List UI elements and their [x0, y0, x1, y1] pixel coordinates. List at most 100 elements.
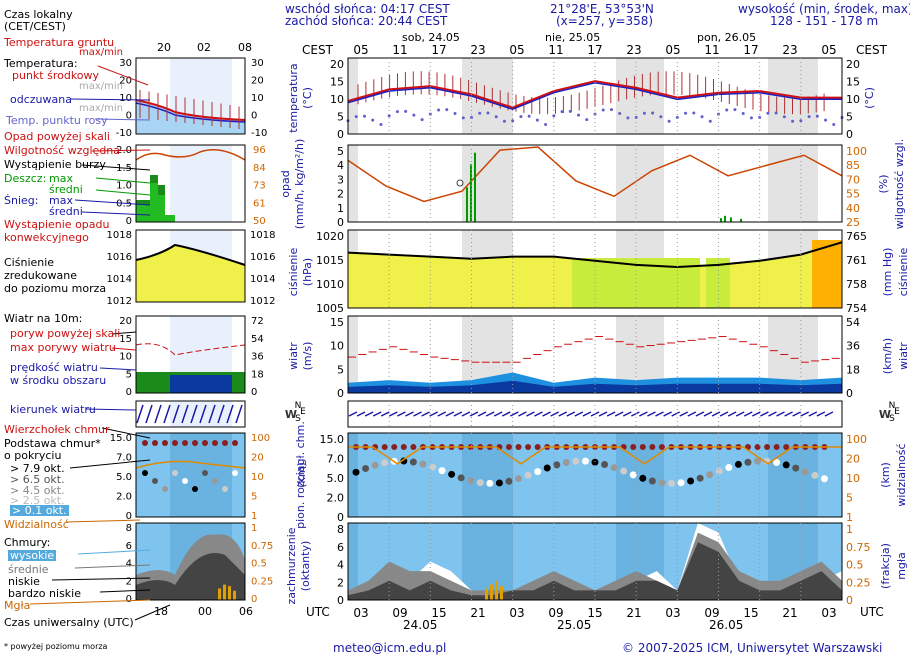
dir-arrow-17: [485, 411, 495, 417]
mini-windkmh-tick-4: 0: [251, 387, 257, 398]
mini-panel-border-cover: [135, 522, 246, 601]
mini-hum-tick-2: 73: [253, 181, 266, 192]
dir-arrow-14: [461, 411, 471, 417]
main-vis-tick-0: 100: [846, 433, 867, 446]
ylabel-mmhg: (mm Hg): [881, 247, 894, 297]
footer-email[interactable]: meteo@icm.edu.pl: [333, 641, 447, 655]
dir-letter-e-1: E: [894, 407, 900, 417]
ylabel-vis-unit: (km): [879, 462, 892, 488]
main-wind-tick-3: 0: [337, 387, 344, 400]
main-cloud-tick-4: 0: [337, 511, 344, 524]
main-wind-tick-2: 5: [337, 363, 344, 376]
mini-vis-tick-1: 20: [251, 453, 264, 464]
dir-arrow-27: [566, 411, 576, 417]
cloud-base-dot-0: [352, 468, 360, 476]
mini-night-dir: [170, 401, 232, 427]
cloud-base-dot-33: [667, 479, 675, 487]
dewpoint-dot-4-4: [544, 123, 548, 127]
dir-arrow-34: [622, 411, 632, 417]
legend-convective1: Wystąpienie opadu: [4, 218, 110, 231]
day-bottom-0: 24.05: [403, 618, 438, 632]
cloud-base-dot-49: [820, 475, 828, 483]
dewpoint-dot-1-2: [404, 109, 408, 113]
dir-arrow-39: [663, 411, 672, 417]
legend-snow-max: max: [49, 194, 73, 207]
night-band-temp-2: [616, 58, 664, 134]
cloud-top-dot-45: [783, 444, 790, 450]
dewpoint-dot-7-2: [651, 111, 655, 115]
ylabel-precip-unit: (mm/h, kg/m²/h): [293, 138, 306, 230]
dir-arrow-19: [501, 411, 511, 417]
storm-marker: [456, 179, 464, 187]
dewpoint-dot-7-0: [634, 115, 638, 119]
dewpoint-dot-1-0: [387, 114, 391, 118]
dir-arrow-23: [534, 411, 543, 417]
mini-windkmh-tick-2: 36: [251, 352, 264, 363]
mini-pres-tick-0: 1018: [107, 230, 132, 241]
legend-connector-16: [77, 549, 151, 555]
dir-letter-s-0: S: [295, 414, 301, 424]
dir-arrow-45: [711, 411, 721, 417]
legend-fog: Mgła: [4, 599, 31, 612]
mini-hour-top-0: 20: [157, 41, 171, 54]
cloud-top-dot-31: [649, 444, 656, 450]
legend-connector-20: [29, 599, 151, 605]
mini-dir-arrow-2: [154, 404, 162, 424]
night-band-precip-2: [616, 145, 664, 222]
main-local-hour-12: 05: [821, 43, 836, 57]
cloud-base-dot-18: [524, 471, 532, 479]
mini-hour-bottom-1: 00: [198, 605, 212, 618]
legend-pressure2: zredukowane: [4, 269, 77, 282]
cloud-base-dot-3: [381, 459, 389, 467]
ylabel-fog2: mgła: [895, 552, 908, 580]
mini-windkmh-tick-0: 72: [251, 316, 264, 327]
grid-text: (x=257, y=358): [556, 14, 654, 28]
dir-arrow-42: [687, 411, 697, 417]
dewpoint-dot-10-0: [758, 115, 762, 119]
cloud-top-dot-18: [525, 444, 532, 450]
main-mmhg-tick-2: 758: [846, 278, 867, 291]
dewpoint-dot-11-3: [824, 118, 828, 122]
mini-felt-line: [135, 102, 246, 123]
main-utc-hour-10: 15: [743, 606, 758, 620]
mini-cloud-tick-0: 15.0: [110, 433, 132, 444]
dir-letter-w-0: W: [285, 408, 297, 421]
dir-arrow-2: [364, 411, 374, 417]
main-temp-tick-2: 10: [330, 93, 344, 106]
cloud-night-0: [348, 433, 358, 517]
cloud-base-dot-27: [610, 464, 618, 472]
legend-cb79: > 7.9 okt.: [10, 462, 65, 475]
mini-cover-low: [136, 553, 245, 600]
cloud-top-dot-16: [505, 444, 512, 450]
main-pres-tick-2: 1010: [316, 278, 344, 291]
mini-cloud-top-8: [222, 440, 228, 446]
cloud-top-dot-29: [630, 444, 637, 450]
legend-low: niskie: [8, 575, 40, 588]
legend-wind-speed1: prędkość wiatru: [10, 361, 98, 374]
dir-arrow-40: [671, 411, 681, 417]
dir-arrow-55: [792, 411, 802, 417]
ylabel-pres-unit: (hPa): [301, 257, 314, 287]
dir-letter-e-0: E: [300, 407, 306, 417]
cloud-base-dot-44: [773, 459, 781, 467]
mini-gust-line: [135, 343, 246, 356]
dir-arrow-25: [550, 411, 560, 417]
mini-precip-mean: [136, 183, 165, 222]
dewpoint-dot-3-0: [470, 115, 473, 119]
elevation-values: 128 - 151 - 178 m: [770, 14, 879, 28]
main-local-hour-2: 17: [431, 43, 446, 57]
main-hum-tick-4: 40: [846, 202, 860, 215]
mini-panel-border-wind: [135, 315, 246, 394]
main-vis-tick-1: 20: [846, 453, 860, 466]
mini-precip-tail: [165, 215, 175, 222]
mini-fog-tick-0: 1: [251, 523, 257, 534]
dir-arrow-49: [743, 411, 753, 417]
cloud-base-dot-10: [448, 470, 456, 478]
main-utc-hour-9: 09: [704, 606, 719, 620]
dir-arrow-58: [816, 411, 826, 417]
legend-connector-15: [65, 519, 141, 523]
dir-arrow-33: [614, 411, 624, 417]
mini-wind-tick-2: 10: [119, 352, 132, 363]
dewpoint-dot-3-4: [502, 119, 506, 123]
legend-clouds: Chmury:: [4, 536, 51, 549]
